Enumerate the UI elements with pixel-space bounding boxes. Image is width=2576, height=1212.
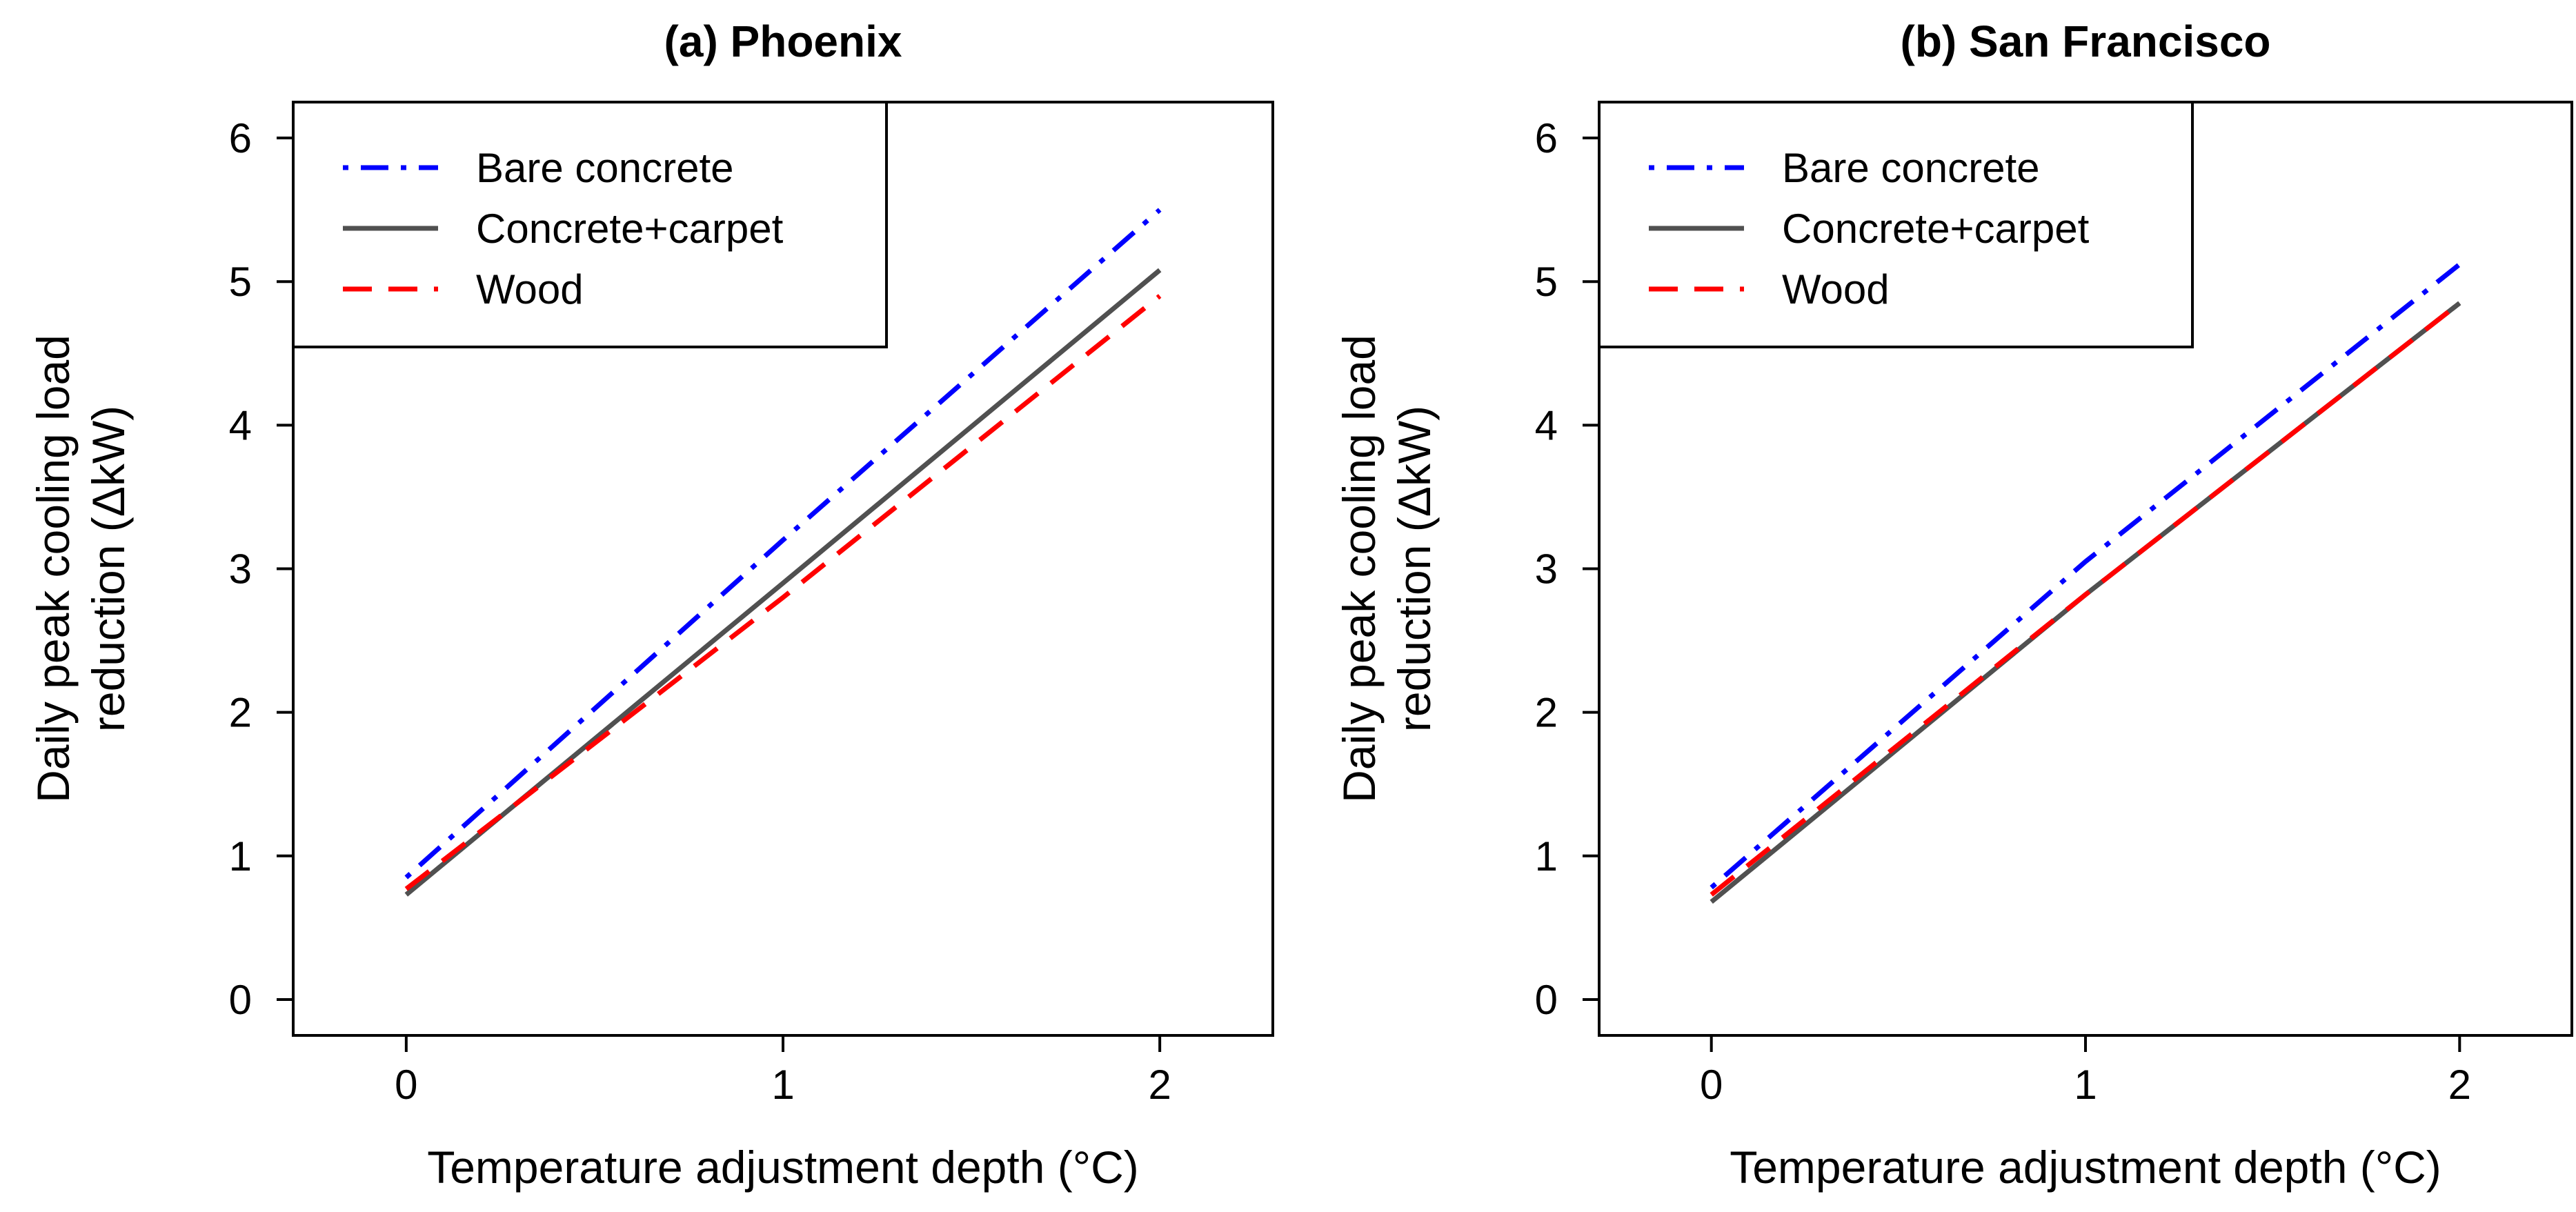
- y-tick-label: 2: [1535, 690, 1558, 736]
- x-tick-label: 1: [2074, 1062, 2097, 1108]
- x-tick-label: 0: [395, 1062, 417, 1108]
- x-tick-label: 2: [1148, 1062, 1171, 1108]
- y-tick-label: 3: [1535, 546, 1558, 593]
- y-tick-label: 2: [229, 690, 252, 736]
- y-axis-label-line1: Daily peak cooling load: [28, 335, 79, 803]
- legend-box: [292, 101, 888, 348]
- legend-label: Bare concrete: [476, 145, 734, 191]
- y-tick-label: 6: [1535, 115, 1558, 161]
- x-tick-label: 0: [1700, 1062, 1723, 1108]
- legend-label: Wood: [1782, 266, 1890, 312]
- y-axis-label-line2: reduction (ΔkW): [1389, 406, 1440, 732]
- x-tick-label: 1: [771, 1062, 794, 1108]
- y-tick-label: 5: [1535, 259, 1558, 305]
- legend-label: Bare concrete: [1782, 145, 2040, 191]
- y-axis-label-line2: reduction (ΔkW): [83, 406, 134, 732]
- y-tick-label: 1: [1535, 833, 1558, 880]
- y-tick-label: 5: [229, 259, 252, 305]
- legend-label: Concrete+carpet: [476, 206, 784, 252]
- chart-title: (a) Phoenix: [664, 17, 902, 66]
- y-tick-label: 0: [229, 977, 252, 1023]
- legend-label: Wood: [476, 266, 584, 312]
- series-line-wood: [404, 294, 1162, 891]
- y-tick-label: 0: [1535, 977, 1558, 1023]
- x-axis-label: Temperature adjustment depth (°C): [1730, 1142, 2441, 1193]
- series-line-concrete-carpet: [1710, 301, 2461, 904]
- series-line-bare-concrete: [1710, 262, 2461, 890]
- chart-title: (b) San Francisco: [1901, 17, 2271, 66]
- legend-label: Concrete+carpet: [1782, 206, 2090, 252]
- legend-box: [1598, 101, 2194, 348]
- x-tick-label: 2: [2448, 1062, 2471, 1108]
- y-tick-label: 4: [229, 402, 252, 448]
- y-tick-label: 4: [1535, 402, 1558, 448]
- y-tick-label: 6: [229, 115, 252, 161]
- y-tick-label: 1: [229, 833, 252, 880]
- y-tick-label: 3: [229, 546, 252, 593]
- y-axis-label-line1: Daily peak cooling load: [1334, 335, 1385, 803]
- series-line-wood: [1710, 301, 2461, 897]
- series-line-bare-concrete: [404, 208, 1162, 880]
- x-axis-label: Temperature adjustment depth (°C): [427, 1142, 1139, 1193]
